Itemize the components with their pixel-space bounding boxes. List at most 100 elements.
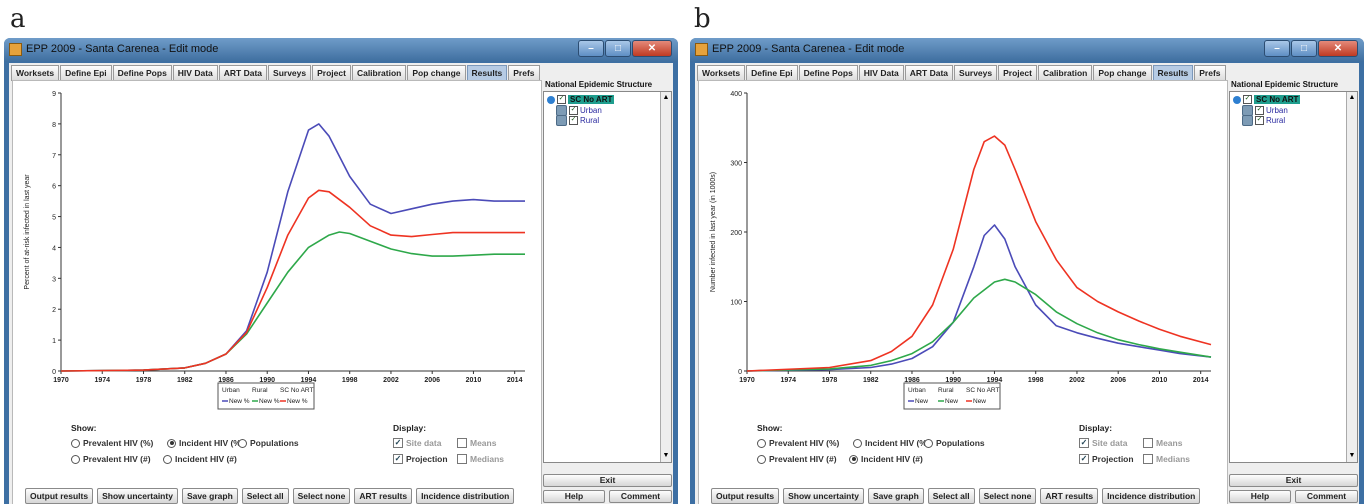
checkbox-icon[interactable]: ✓ <box>557 95 566 104</box>
save-graph-button[interactable]: Save graph <box>181 488 238 504</box>
tab-art-data[interactable]: ART Data <box>904 65 954 81</box>
checkbox-icon[interactable] <box>457 454 467 464</box>
maximize-icon[interactable]: □ <box>1291 40 1317 57</box>
radio-icon[interactable] <box>757 454 766 464</box>
display-option-medians[interactable]: Medians <box>1143 454 1190 464</box>
save-graph-button[interactable]: Save graph <box>867 488 924 504</box>
tree-scrollbar[interactable]: ▲ ▼ <box>1346 92 1357 462</box>
radio-icon[interactable] <box>924 438 933 448</box>
comment-button[interactable]: Comment <box>609 490 672 503</box>
display-option-site-data[interactable]: ✓ Site data <box>393 438 441 448</box>
incidence-distribution-button[interactable]: Incidence distribution <box>416 488 515 504</box>
show-option-prevalent-hiv-[interactable]: Prevalent HIV (#) <box>71 454 151 464</box>
radio-icon[interactable] <box>238 438 247 448</box>
tab-hiv-data[interactable]: HIV Data <box>858 65 904 81</box>
scroll-down-icon[interactable]: ▼ <box>1348 452 1356 459</box>
checkbox-icon[interactable]: ✓ <box>569 116 578 125</box>
show-option-incident-hiv-[interactable]: Incident HIV (#) <box>163 454 237 464</box>
checkbox-icon[interactable]: ✓ <box>1243 95 1252 104</box>
checkbox-icon[interactable]: ✓ <box>1255 116 1264 125</box>
minimize-icon[interactable]: – <box>1264 40 1290 57</box>
tab-pop-change[interactable]: Pop change <box>407 65 466 81</box>
show-option-populations[interactable]: Populations <box>924 438 985 448</box>
tab-results[interactable]: Results <box>466 65 508 81</box>
tab-prefs[interactable]: Prefs <box>1194 65 1226 81</box>
maximize-icon[interactable]: □ <box>605 40 631 57</box>
checkbox-icon[interactable] <box>457 438 467 448</box>
tab-surveys[interactable]: Surveys <box>268 65 312 81</box>
tab-calibration[interactable]: Calibration <box>1037 65 1093 81</box>
help-button[interactable]: Help <box>543 490 605 503</box>
art-results-button[interactable]: ART results <box>354 488 413 504</box>
title-bar[interactable]: EPP 2009 - Santa Carenea - Edit mode – □ ✕ <box>4 38 678 62</box>
minimize-icon[interactable]: – <box>578 40 604 57</box>
display-option-projection[interactable]: ✓ Projection <box>393 454 448 464</box>
display-option-means[interactable]: Means <box>457 438 496 448</box>
tab-calibration[interactable]: Calibration <box>351 65 407 81</box>
show-option-incident-hiv-[interactable]: Incident HIV (#) <box>849 454 923 464</box>
scroll-down-icon[interactable]: ▼ <box>662 452 670 459</box>
output-results-button[interactable]: Output results <box>711 488 780 504</box>
tab-define-epi[interactable]: Define Epi <box>60 65 112 81</box>
show-option-prevalent-hiv-[interactable]: Prevalent HIV (#) <box>757 454 837 464</box>
tree-item-urban[interactable]: ✓ Urban <box>1242 105 1288 116</box>
checkbox-icon[interactable]: ✓ <box>393 438 403 448</box>
tree-root[interactable]: ✓ SC No ART <box>1233 95 1301 104</box>
tab-surveys[interactable]: Surveys <box>954 65 998 81</box>
incidence-distribution-button[interactable]: Incidence distribution <box>1102 488 1201 504</box>
radio-icon[interactable] <box>853 438 862 448</box>
select-all-button[interactable]: Select all <box>241 488 289 504</box>
show-uncertainty-button[interactable]: Show uncertainty <box>783 488 864 504</box>
tab-define-epi[interactable]: Define Epi <box>746 65 798 81</box>
close-icon[interactable]: ✕ <box>632 40 672 57</box>
show-option-populations[interactable]: Populations <box>238 438 299 448</box>
show-option-incident-hiv-[interactable]: Incident HIV (%) <box>167 438 244 448</box>
display-option-medians[interactable]: Medians <box>457 454 504 464</box>
select-none-button[interactable]: Select none <box>978 488 1037 504</box>
exit-button[interactable]: Exit <box>1229 474 1358 487</box>
tab-prefs[interactable]: Prefs <box>508 65 540 81</box>
tab-worksets[interactable]: Worksets <box>697 65 746 81</box>
epidemic-tree[interactable]: ✓ SC No ART ✓ Urban ✓ Rural ▲ ▼ <box>543 91 672 463</box>
tab-hiv-data[interactable]: HIV Data <box>172 65 218 81</box>
title-bar[interactable]: EPP 2009 - Santa Carenea - Edit mode – □ ✕ <box>690 38 1364 62</box>
show-option-prevalent-hiv-[interactable]: Prevalent HIV (%) <box>757 438 839 448</box>
checkbox-icon[interactable]: ✓ <box>1079 438 1089 448</box>
close-icon[interactable]: ✕ <box>1318 40 1358 57</box>
checkbox-icon[interactable] <box>1143 438 1153 448</box>
epidemic-tree[interactable]: ✓ SC No ART ✓ Urban ✓ Rural ▲ ▼ <box>1229 91 1358 463</box>
scroll-up-icon[interactable]: ▲ <box>1348 94 1356 101</box>
display-option-means[interactable]: Means <box>1143 438 1182 448</box>
tab-project[interactable]: Project <box>312 65 351 81</box>
art-results-button[interactable]: ART results <box>1040 488 1099 504</box>
show-uncertainty-button[interactable]: Show uncertainty <box>97 488 178 504</box>
output-results-button[interactable]: Output results <box>25 488 94 504</box>
show-option-incident-hiv-[interactable]: Incident HIV (%) <box>853 438 930 448</box>
display-option-projection[interactable]: ✓ Projection <box>1079 454 1134 464</box>
exit-button[interactable]: Exit <box>543 474 672 487</box>
scroll-up-icon[interactable]: ▲ <box>662 94 670 101</box>
tab-project[interactable]: Project <box>998 65 1037 81</box>
checkbox-icon[interactable]: ✓ <box>569 106 578 115</box>
radio-icon[interactable] <box>849 454 858 464</box>
checkbox-icon[interactable]: ✓ <box>1255 106 1264 115</box>
tree-scrollbar[interactable]: ▲ ▼ <box>660 92 671 462</box>
tab-worksets[interactable]: Worksets <box>11 65 60 81</box>
radio-icon[interactable] <box>71 454 80 464</box>
display-option-site-data[interactable]: ✓ Site data <box>1079 438 1127 448</box>
show-option-prevalent-hiv-[interactable]: Prevalent HIV (%) <box>71 438 153 448</box>
tab-art-data[interactable]: ART Data <box>218 65 268 81</box>
radio-icon[interactable] <box>757 438 766 448</box>
checkbox-icon[interactable]: ✓ <box>393 454 403 464</box>
radio-icon[interactable] <box>167 438 176 448</box>
tree-root[interactable]: ✓ SC No ART <box>547 95 615 104</box>
tree-item-rural[interactable]: ✓ Rural <box>1242 115 1285 126</box>
tab-pop-change[interactable]: Pop change <box>1093 65 1152 81</box>
radio-icon[interactable] <box>163 454 172 464</box>
select-all-button[interactable]: Select all <box>927 488 975 504</box>
tab-results[interactable]: Results <box>1152 65 1194 81</box>
tab-define-pops[interactable]: Define Pops <box>798 65 858 81</box>
radio-icon[interactable] <box>71 438 80 448</box>
checkbox-icon[interactable]: ✓ <box>1079 454 1089 464</box>
select-none-button[interactable]: Select none <box>292 488 351 504</box>
